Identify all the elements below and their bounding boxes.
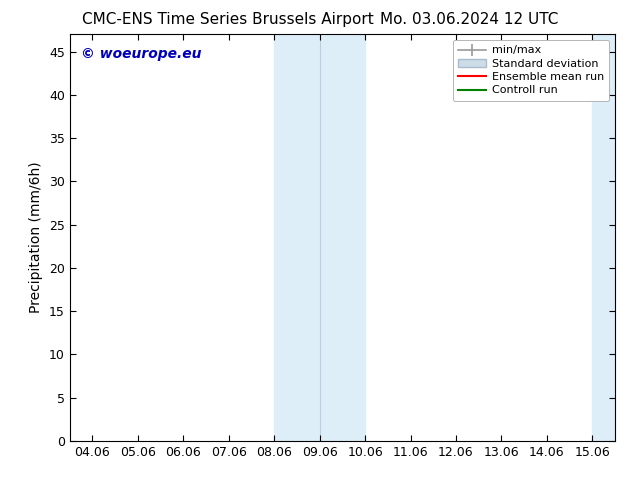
Y-axis label: Precipitation (mm/6h): Precipitation (mm/6h) xyxy=(29,162,44,314)
Bar xyxy=(592,34,615,441)
Bar xyxy=(274,34,365,441)
Legend: min/max, Standard deviation, Ensemble mean run, Controll run: min/max, Standard deviation, Ensemble me… xyxy=(453,40,609,101)
Text: CMC-ENS Time Series Brussels Airport: CMC-ENS Time Series Brussels Airport xyxy=(82,12,374,27)
Text: © woeurope.eu: © woeurope.eu xyxy=(81,47,201,60)
Text: Mo. 03.06.2024 12 UTC: Mo. 03.06.2024 12 UTC xyxy=(380,12,558,27)
